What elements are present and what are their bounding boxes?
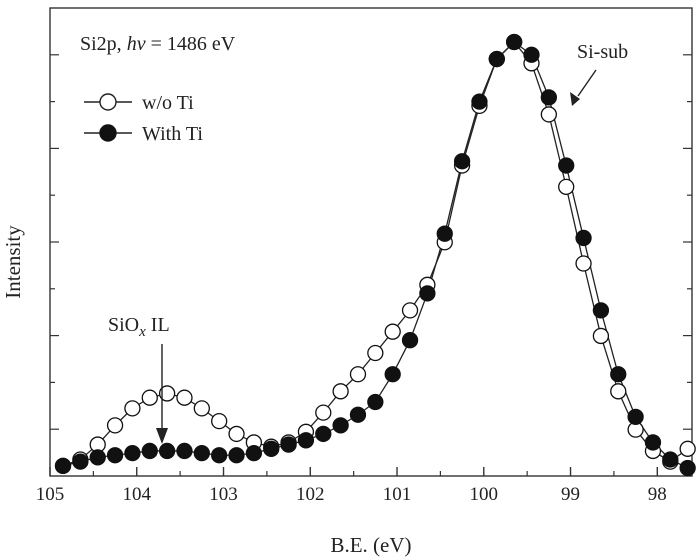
with-ti-point-24 — [471, 93, 488, 110]
x-tick-label-101: 101 — [383, 484, 412, 505]
wo-ti-point-30 — [575, 255, 592, 272]
x-tick-label-99: 99 — [561, 484, 580, 505]
x-tick-label-103: 103 — [209, 484, 238, 505]
wo-ti-point-29 — [558, 178, 575, 195]
annotation-prefix: Si2p, — [80, 33, 127, 55]
with-ti-point-28 — [540, 89, 558, 106]
x-tick-label-105: 105 — [36, 484, 65, 505]
legend-label-wo-ti: w/o Ti — [142, 92, 194, 114]
with-ti-point-21 — [419, 285, 436, 302]
y-axis-title: Intensity — [1, 225, 25, 299]
with-ti-point-12 — [263, 440, 280, 457]
wo-ti-point-31 — [592, 327, 610, 345]
with-ti-point-0 — [54, 457, 72, 475]
with-ti-point-15 — [315, 425, 332, 443]
wo-ti-point-7 — [176, 389, 193, 406]
wo-ti-point-10 — [228, 425, 245, 443]
x-tick-label-100: 100 — [470, 484, 499, 505]
legend-label-with-ti: With Ti — [142, 123, 203, 145]
series-layer — [54, 33, 696, 477]
siox-label-sub: x — [138, 324, 146, 340]
siox-arrow-head — [156, 428, 168, 444]
with-ti-point-20 — [401, 332, 419, 349]
with-ti-point-2 — [89, 449, 106, 466]
si-sub-arrow-line — [577, 69, 597, 97]
wo-ti-point-19 — [384, 323, 401, 340]
wo-ti-point-28 — [540, 106, 558, 123]
si-sub-label: Si-sub — [577, 41, 628, 63]
wo-ti-point-16 — [332, 383, 349, 400]
with-ti-point-23 — [453, 153, 471, 170]
wo-ti-point-17 — [349, 366, 367, 383]
siox-label-main: SiO — [108, 314, 139, 336]
si-sub-arrow-head — [570, 92, 580, 106]
with-ti-point-14 — [297, 432, 315, 449]
x-tick-label-102: 102 — [296, 484, 325, 505]
x-axis-ticks: 105 104 103 102 101 100 99 98 — [36, 467, 667, 505]
with-ti-point-17 — [349, 406, 367, 423]
with-ti-point-3 — [106, 447, 124, 464]
y-axis-ticks — [50, 54, 692, 430]
legend-marker-with-ti — [99, 124, 117, 142]
with-ti-point-30 — [575, 229, 592, 247]
with-ti-point-10 — [228, 447, 245, 464]
annotation-italic: hv — [127, 33, 146, 55]
with-ti-point-19 — [384, 366, 401, 383]
with-ti-point-35 — [662, 451, 679, 468]
with-ti-point-22 — [436, 225, 453, 242]
annotation-suffix: = 1486 eV — [146, 33, 236, 55]
wo-ti-point-20 — [401, 302, 419, 319]
with-ti-point-8 — [193, 444, 210, 462]
with-ti-point-27 — [523, 46, 540, 63]
with-ti-point-18 — [367, 393, 384, 411]
with-ti-point-1 — [72, 453, 89, 470]
wo-ti-point-36 — [679, 440, 696, 457]
siox-annotation: SiOx IL — [108, 314, 170, 444]
with-ti-point-6 — [158, 442, 176, 460]
wo-ti-point-5 — [141, 389, 158, 406]
with-ti-point-32 — [610, 366, 627, 383]
siox-label-after: IL — [146, 314, 170, 336]
with-ti-point-16 — [332, 417, 349, 434]
chart-annotation-title: Si2p, hv = 1486 eV — [80, 33, 236, 55]
with-ti-point-31 — [592, 302, 610, 319]
x-axis-title: B.E. (eV) — [330, 533, 411, 557]
x-tick-label-98: 98 — [648, 484, 667, 505]
legend-marker-wo-ti — [99, 93, 117, 111]
with-ti-point-25 — [488, 50, 505, 68]
wo-ti-point-9 — [211, 412, 228, 430]
with-ti-point-5 — [141, 442, 158, 460]
with-ti-point-33 — [627, 408, 644, 426]
with-ti-point-11 — [245, 444, 263, 462]
legend: w/o Ti With Ti — [84, 92, 203, 145]
si-sub-annotation: Si-sub — [570, 41, 628, 106]
with-ti-point-4 — [124, 444, 141, 462]
wo-ti-point-6 — [158, 385, 176, 402]
with-ti-point-9 — [211, 447, 228, 464]
with-ti-point-26 — [505, 33, 523, 51]
x-tick-label-104: 104 — [123, 484, 152, 505]
with-ti-point-13 — [280, 436, 297, 453]
with-ti-point-34 — [644, 434, 662, 451]
wo-ti-point-15 — [315, 404, 332, 421]
wo-ti-point-3 — [106, 417, 124, 434]
wo-ti-point-8 — [193, 400, 210, 417]
with-ti-point-7 — [176, 442, 193, 460]
with-ti-point-29 — [558, 157, 575, 174]
wo-ti-point-32 — [610, 383, 627, 400]
siox-label: SiOx IL — [108, 314, 170, 340]
with-ti-point-36 — [679, 459, 696, 477]
wo-ti-point-18 — [367, 344, 384, 362]
wo-ti-point-4 — [124, 400, 141, 417]
